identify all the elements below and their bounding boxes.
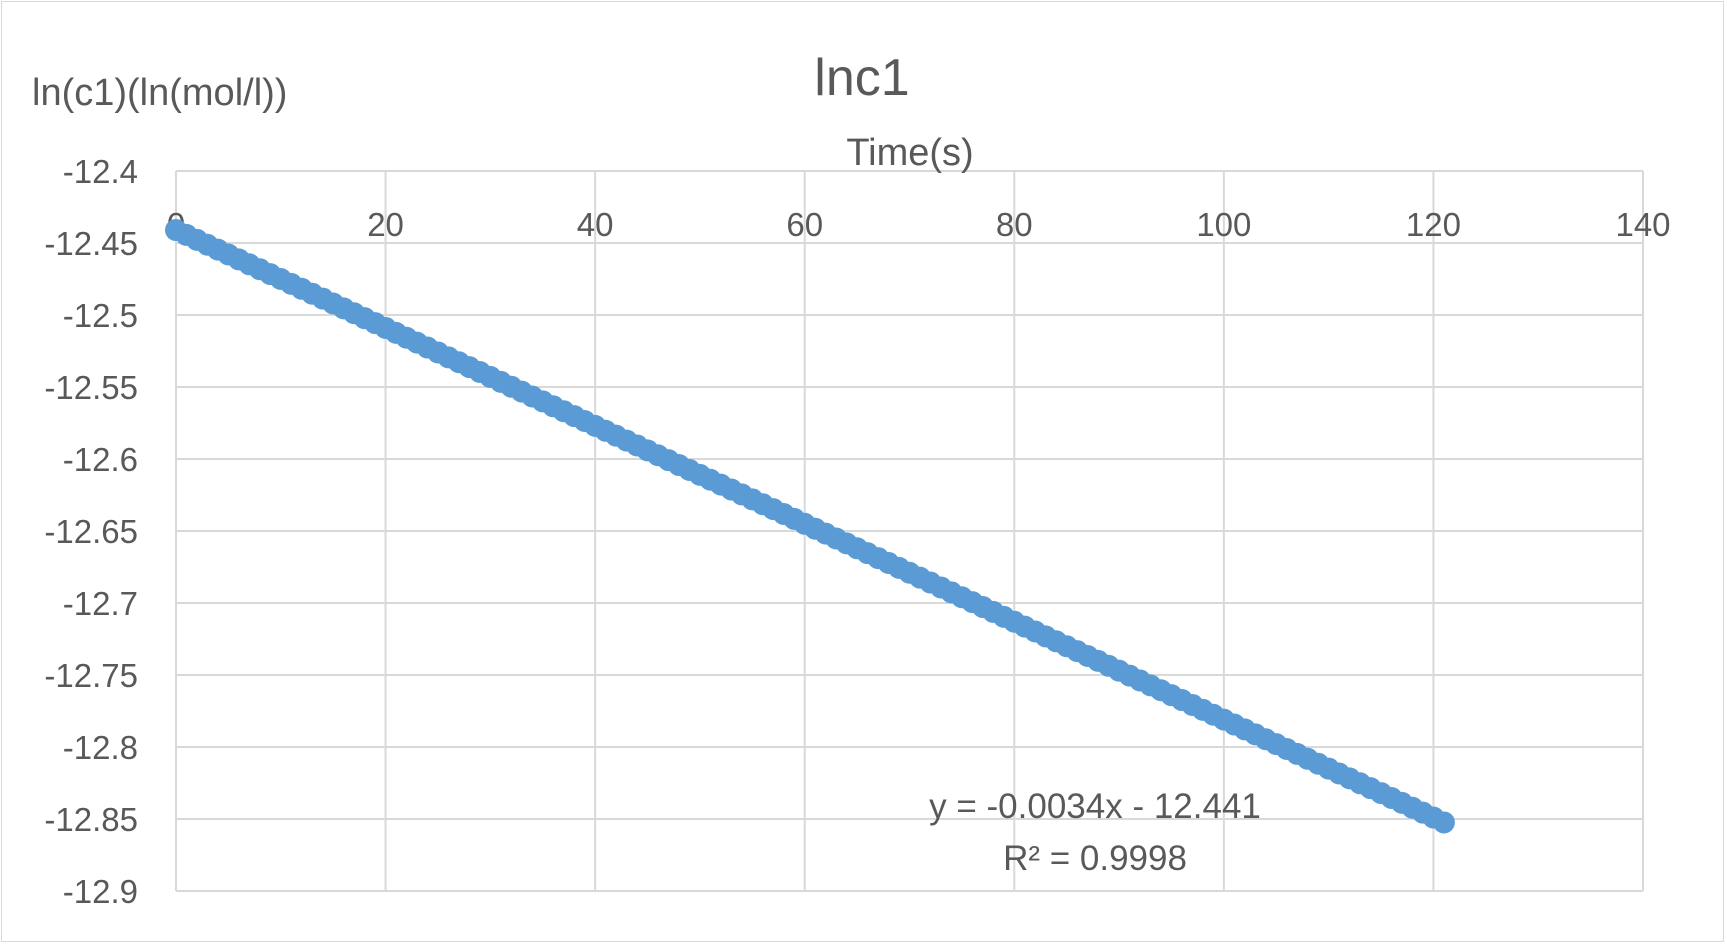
x-tick-labels: 020406080100120140 [167,206,1671,243]
y-tick-label: -12.4 [63,153,138,190]
y-tick-label: -12.45 [44,225,138,262]
y-tick-label: -12.8 [63,729,138,766]
y-tick-label: -12.75 [44,657,138,694]
y-tick-label: -12.5 [63,297,138,334]
y-tick-label: -12.6 [63,441,138,478]
y-tick-label: -12.65 [44,513,138,550]
x-tick-label: 100 [1196,206,1251,243]
x-tick-label: 80 [996,206,1033,243]
x-tick-label: 60 [786,206,823,243]
y-tick-labels: -12.4 -12.45 -12.5 -12.55 -12.6 -12.65 -12.7 -1… [44,153,138,910]
x-tick-label: 140 [1615,206,1670,243]
x-tick-label: 120 [1406,206,1461,243]
x-tick-label: 40 [577,206,614,243]
data-points [165,219,1455,834]
y-axis-title: ln(c1)(ln(mol/l)) [32,72,287,114]
y-tick-label: -12.55 [44,369,138,406]
x-axis-title: Time(s) [846,132,973,174]
x-tick-label: 20 [367,206,404,243]
y-tick-label: -12.7 [63,585,138,622]
y-tick-label: -12.9 [63,873,138,910]
trendline-equation: y = -0.0034x - 12.441 [929,787,1261,826]
data-point [1432,811,1455,834]
y-tick-label: -12.85 [44,801,138,838]
r-squared-label: R² = 0.9998 [1003,839,1187,878]
gridlines [175,170,1644,892]
chart-title: lnc1 [814,49,909,107]
